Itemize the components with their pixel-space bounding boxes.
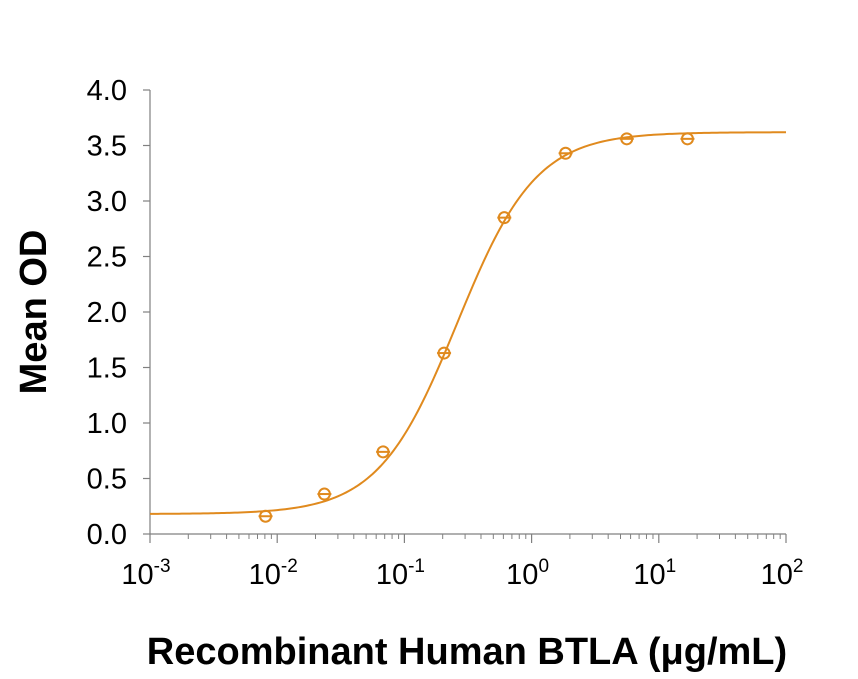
data-point xyxy=(558,146,573,160)
x-tick-label: 10-2 xyxy=(249,556,298,591)
data-point xyxy=(497,211,512,225)
axes xyxy=(149,90,786,535)
y-tick-label: 4.0 xyxy=(87,75,127,107)
y-tick-label: 0.5 xyxy=(87,464,127,496)
data-point xyxy=(376,445,391,459)
data-point xyxy=(258,509,273,523)
fit-curve xyxy=(149,131,787,515)
data-point xyxy=(680,132,695,146)
data-point xyxy=(317,487,332,501)
x-tick-label: 10-1 xyxy=(376,556,425,591)
y-axis-ticks: 0.0 0.5 1.0 1.5 2.0 2.5 3.0 3.5 4.0 xyxy=(87,75,150,551)
data-points xyxy=(258,132,695,523)
y-axis-title: Mean OD xyxy=(13,230,55,395)
x-tick-label: 101 xyxy=(633,556,676,591)
y-tick-label: 1.0 xyxy=(87,408,127,440)
y-tick-label: 2.0 xyxy=(87,297,127,329)
y-tick-label: 3.5 xyxy=(87,131,127,163)
x-axis-title: Recombinant Human BTLA (μg/mL) xyxy=(147,631,787,673)
y-tick-label: 2.5 xyxy=(87,242,127,274)
y-tick-label: 3.0 xyxy=(87,186,127,218)
x-tick-label: 102 xyxy=(761,556,804,591)
x-axis-ticks: 10-3 10-2 10-1 100 101 102 xyxy=(121,534,803,591)
data-point xyxy=(437,346,452,360)
x-tick-label: 10-3 xyxy=(121,556,170,591)
x-tick-label: 100 xyxy=(506,556,549,591)
data-point xyxy=(619,132,634,146)
y-tick-label: 0.0 xyxy=(87,519,127,551)
y-tick-label: 1.5 xyxy=(87,353,127,385)
